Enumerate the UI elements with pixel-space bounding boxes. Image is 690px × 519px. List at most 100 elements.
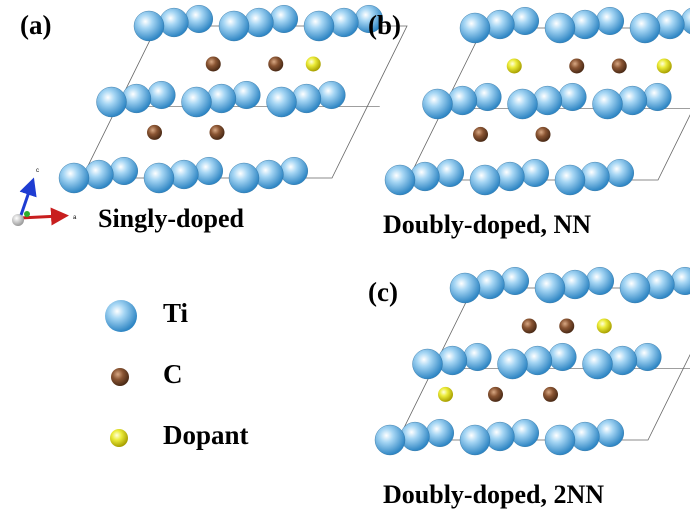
c-atom [488,386,503,402]
ti-atom [558,82,587,111]
c-atom [209,124,225,140]
ti-atom [596,419,625,448]
legend-c-atom-icon [111,368,129,386]
ti-atom [548,343,577,372]
panel-a-label: (a) [20,10,52,40]
ti-atom [206,83,237,114]
ti-atom [280,156,309,185]
ti-atom [143,162,175,194]
ti-atom [270,4,299,34]
ti-atom [544,424,576,456]
ti-atom [655,9,685,40]
ti-atom [586,267,615,296]
a-axis-arrow [19,207,69,226]
ti-atom [412,348,443,380]
ti-atom [607,345,638,376]
ti-atom [459,12,491,44]
ti-atom [400,421,430,452]
ti-atom [469,164,501,196]
c-atom [611,58,627,74]
ti-atom [560,269,590,300]
ti-atom [511,419,540,448]
dopant-atom [305,56,321,72]
ti-atom [228,162,260,194]
ti-atom [449,272,481,304]
ti-atom [522,345,553,376]
legend-ti-atom-icon [105,300,137,332]
a-axis-label: a [73,215,77,221]
ti-atom [384,164,416,196]
axis-triad: c a [12,168,77,226]
c-atom [569,58,585,74]
ti-atom [232,80,261,109]
dopant-atom [438,386,453,402]
c-atom [473,126,488,142]
dopant-atom [656,58,672,74]
legend-ti-label: Ti [163,298,189,328]
ti-atom [485,9,515,40]
c-atom [559,318,575,334]
ti-atom [463,343,492,372]
ti-atom [554,164,586,196]
panel-c-structure [374,267,690,456]
ti-atom [643,82,672,111]
ti-atom [84,159,114,190]
ti-atom [96,86,127,118]
legend-dopant-label: Dopant [163,420,249,450]
ti-atom [184,4,213,34]
c-atom [205,56,221,72]
c-atom [521,318,537,334]
ti-atom [459,424,491,456]
ti-atom [485,421,515,452]
ti-atom [532,85,563,116]
ti-atom [436,158,465,187]
ti-atom [317,80,346,109]
ti-atom [133,10,165,42]
ti-atom [511,6,540,36]
ti-atom [194,156,223,185]
ti-atom [475,269,505,300]
ti-atom [169,159,199,190]
ti-atom [374,424,406,456]
ti-atom [291,83,322,114]
panel-c-label: (c) [368,277,398,307]
panel-b-label: (b) [368,10,401,40]
ti-atom [447,85,478,116]
c-atom [147,124,162,140]
c-atom [268,56,284,72]
ti-atom [592,88,623,120]
ti-atom [329,7,359,38]
ti-atom [495,161,525,192]
ti-atom [580,161,610,192]
ti-atom [58,162,90,194]
ti-atom [507,88,538,120]
panel-a-structure [58,4,408,194]
ti-atom [109,156,138,185]
ti-atom [218,10,250,42]
ti-atom [121,83,152,114]
ti-atom [266,86,297,118]
panel-c-caption: Doubly-doped, 2NN [383,480,605,509]
legend-c-label: C [163,359,183,389]
ti-atom [501,267,530,296]
ti-atom [437,345,468,376]
legend-dopant-atom-icon [110,429,128,447]
ti-atom [617,85,648,116]
c-atom [543,386,558,402]
c-axis-arrow [18,177,37,219]
ti-atom [426,419,455,448]
ti-atom [497,348,528,380]
ti-atom [254,159,284,190]
ti-atom [303,10,335,42]
ti-atom [596,6,625,36]
ti-atom [147,80,176,109]
ti-atom [606,158,635,187]
ti-atom [570,421,600,452]
ti-atom [422,88,453,120]
ti-atom [410,161,440,192]
ti-atom [645,269,675,300]
panel-a-caption: Singly-doped [98,204,244,233]
dopant-atom [596,318,612,334]
legend-icons [105,300,137,447]
